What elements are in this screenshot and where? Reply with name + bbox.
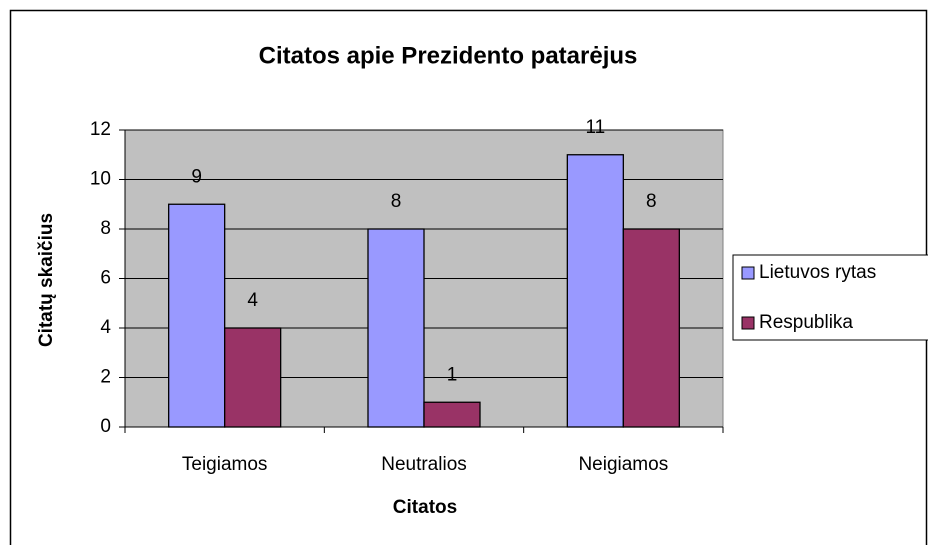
x-axis-label: Citatos (393, 497, 457, 518)
bar (622, 228, 680, 428)
y-tick-label: 0 (100, 416, 111, 437)
y-tick-label: 12 (90, 119, 111, 140)
legend-swatch (741, 316, 755, 330)
bar (224, 327, 282, 428)
bar (423, 401, 481, 428)
y-tick-label: 2 (100, 367, 111, 388)
y-tick-label: 10 (90, 169, 111, 190)
legend-label: Respublika (759, 312, 853, 333)
y-tick-label: 4 (100, 317, 111, 338)
data-label: 11 (585, 117, 605, 138)
x-tick-label: Neigiamos (578, 454, 668, 475)
bar (566, 154, 624, 428)
bar (367, 228, 425, 428)
legend (732, 254, 928, 341)
x-tick-label: Neutralios (381, 454, 467, 475)
data-label: 9 (191, 166, 202, 187)
data-label: 8 (646, 191, 657, 212)
y-tick-label: 8 (100, 218, 111, 239)
data-label: 1 (447, 364, 458, 385)
bar (168, 203, 226, 428)
y-tick-label: 6 (100, 268, 111, 289)
legend-label: Lietuvos rytas (759, 262, 876, 283)
legend-swatch (741, 266, 755, 280)
y-axis-label: Citatų skaičius (36, 213, 57, 347)
chart-title: Citatos apie Prezidento patarėjus (259, 42, 638, 69)
data-label: 8 (391, 191, 402, 212)
x-tick-label: Teigiamos (182, 454, 268, 475)
data-label: 4 (247, 290, 258, 311)
